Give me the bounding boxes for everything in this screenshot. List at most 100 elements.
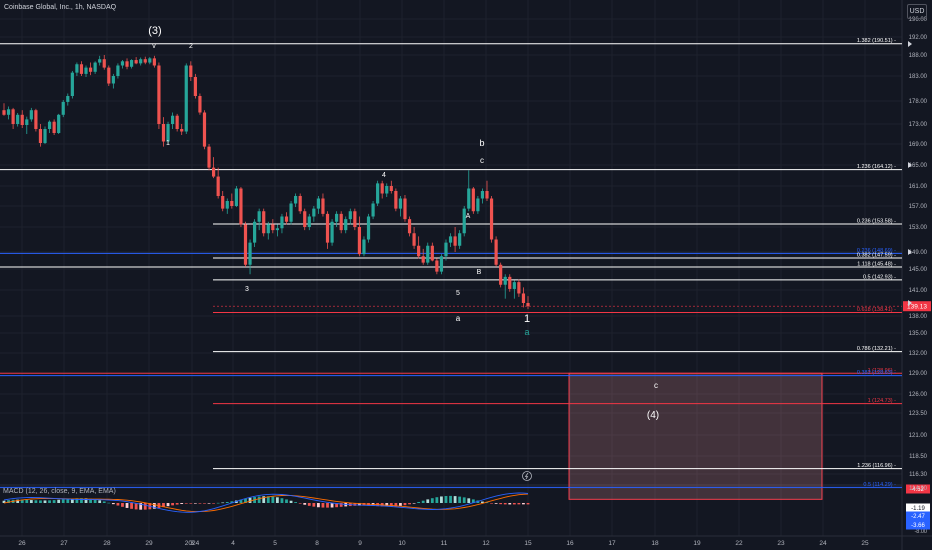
time-axis-label: 18 [651,540,659,547]
candle-body [458,233,462,246]
wave-label: 2 [189,43,193,50]
macd-histogram-bar [61,499,65,503]
candle-body [275,228,279,231]
fib-label: 0.5 (142.93) - [863,274,896,280]
price-axis-label: 135.00 [909,331,928,337]
candle-body [462,208,466,234]
price-axis-label: 116.30 [909,472,928,478]
candle-body [316,198,320,209]
candle-body [330,221,334,243]
time-axis-label: 23 [777,540,785,547]
candle-body [52,121,56,133]
macd-histogram-bar [399,503,402,506]
macd-histogram-bar [485,502,489,504]
macd-histogram-bar [216,502,220,504]
macd-histogram-bar [522,503,525,505]
candle-body [321,198,325,214]
price-axis-label: 141.00 [909,288,928,294]
fib-label: 0.786 (132.21) - [857,346,896,352]
macd-legend[interactable]: MACD (12, 26, close, 9, EMA, EMA) [3,488,116,495]
macd-histogram-bar [57,499,61,503]
time-axis-label: 12 [482,540,490,547]
fib-label: 0.5 (114.29) - [863,482,896,488]
macd-histogram-bar [430,498,434,503]
macd-histogram-bar [70,498,74,503]
macd-histogram-bar [162,503,165,508]
macd-histogram-bar [52,500,56,503]
macd-histogram-bar [526,503,530,505]
candle-body [180,129,184,132]
time-axis-label: 17 [608,540,616,547]
price-axis-label: 149.00 [909,250,928,256]
wave-label: a [524,327,529,337]
macd-histogram-bar [280,498,284,503]
macd-histogram-bar [189,503,193,504]
candle-body [289,203,293,222]
macd-histogram-bar [421,500,425,503]
wave-label: b [479,138,484,148]
time-axis-label: 25 [861,540,869,547]
candle-body [344,219,348,231]
symbol-title[interactable]: Coinbase Global, Inc., 1h, NASDAQ [4,4,117,11]
macd-histogram-bar [221,502,225,504]
candle-body [526,303,530,307]
macd-histogram-bar [312,503,316,507]
wave-label: 4 [382,172,386,179]
candle-body [294,196,298,204]
candle-body [47,121,52,129]
candle-body [230,201,234,206]
macd-value-label: -2.47 [911,514,925,520]
macd-histogram-bar [339,503,343,507]
macd-histogram-bar [66,498,70,503]
time-axis-label: 4 [231,540,235,547]
candle-body [357,227,362,255]
macd-histogram-bar [34,500,38,503]
macd-histogram-bar [403,503,407,506]
candle-body [202,112,207,147]
macd-histogram-bar [111,503,115,505]
macd-value-label: 4.62 [912,487,924,493]
macd-histogram-bar [98,500,102,503]
macd-histogram-bar [248,497,252,503]
macd-histogram-bar [358,503,361,506]
candle-body [421,256,425,263]
macd-histogram-bar [43,500,47,503]
fib-label: 0.382 (147.59) - [857,252,896,258]
macd-histogram-bar [244,498,247,503]
macd-histogram-bar [262,496,266,503]
candle-body [512,282,516,289]
candle-body [298,196,302,212]
lightning-icon [524,472,529,480]
candle-body [234,188,238,206]
wave-label: 1 [166,140,170,147]
price-axis-label: 126.00 [909,392,928,398]
price-axis[interactable]: 196.00 192.00 188.00 183.00 178.00 173.00 169.… [213,17,931,492]
candle-body [193,77,197,96]
macd-histogram-bar [20,499,24,503]
macd-histogram-bar [139,503,143,510]
macd-histogram-bar [408,503,411,505]
candle-body [508,276,512,289]
currency-button[interactable]: USD [907,4,927,19]
candle-body [166,124,170,142]
candle-body [362,239,366,255]
candle-body [398,198,403,209]
macd-histogram-bar [353,503,357,506]
fib-label: 1 (124.73) - [868,398,897,404]
fib-levels: 1.382 (190.51) - 1.236 (164.12) - 0.236 (1… [0,38,902,488]
macd-histogram-bar [130,503,133,509]
macd-histogram-bar [417,501,421,503]
macd-histogram-bar [266,496,270,503]
current-price-label: 139.13 [907,304,927,311]
candle-body [93,62,97,72]
candle-body [139,59,143,64]
axis-arrow-icon [908,41,912,47]
candle-body [412,233,416,246]
macd-histogram-bar [2,500,6,503]
macd-histogram-bar [271,496,275,503]
candle-body [325,213,330,243]
